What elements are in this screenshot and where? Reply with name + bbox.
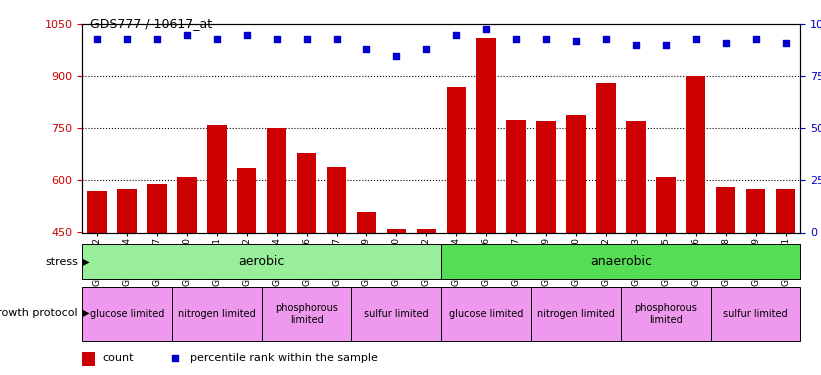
Bar xyxy=(476,38,496,375)
Point xyxy=(360,46,373,53)
Text: sulfur limited: sulfur limited xyxy=(723,309,788,319)
Bar xyxy=(82,352,95,366)
Bar xyxy=(237,168,256,375)
Bar xyxy=(716,188,736,375)
Bar xyxy=(87,191,107,375)
Text: percentile rank within the sample: percentile rank within the sample xyxy=(190,353,378,363)
Bar xyxy=(442,244,800,279)
Text: phosphorous
limited: phosphorous limited xyxy=(275,303,338,325)
Point xyxy=(121,36,134,42)
Bar xyxy=(177,177,196,375)
Point xyxy=(749,36,762,42)
Bar xyxy=(776,189,796,375)
Point xyxy=(150,36,163,42)
Bar xyxy=(357,211,376,375)
Point xyxy=(420,46,433,53)
Bar xyxy=(207,125,227,375)
Point xyxy=(300,36,313,42)
Bar xyxy=(117,189,137,375)
Bar xyxy=(745,189,765,375)
Bar xyxy=(387,229,406,375)
Text: anaerobic: anaerobic xyxy=(589,255,652,268)
Point xyxy=(270,36,283,42)
Point xyxy=(779,40,792,46)
Text: stress: stress xyxy=(45,257,78,267)
Bar xyxy=(297,153,316,375)
Point xyxy=(629,42,642,48)
Point xyxy=(539,36,553,42)
Bar xyxy=(621,287,711,341)
Text: sulfur limited: sulfur limited xyxy=(364,309,429,319)
Text: GDS777 / 10617_at: GDS777 / 10617_at xyxy=(90,17,213,30)
Point xyxy=(330,36,343,42)
Bar xyxy=(442,287,531,341)
Point xyxy=(241,32,254,38)
Point xyxy=(181,32,194,38)
Text: ▶: ▶ xyxy=(79,257,89,267)
Text: count: count xyxy=(103,353,134,363)
Point xyxy=(169,355,182,361)
Point xyxy=(90,36,103,42)
Text: phosphorous
limited: phosphorous limited xyxy=(635,303,697,325)
Text: glucose limited: glucose limited xyxy=(449,309,523,319)
Bar xyxy=(327,166,346,375)
Bar xyxy=(536,122,556,375)
Bar xyxy=(507,120,525,375)
Bar xyxy=(566,114,585,375)
Bar xyxy=(82,287,172,341)
Bar xyxy=(147,184,167,375)
Point xyxy=(479,26,493,32)
Point xyxy=(599,36,612,42)
Point xyxy=(390,53,403,58)
Bar xyxy=(262,287,351,341)
Point xyxy=(510,36,523,42)
Text: ▶: ▶ xyxy=(79,308,89,318)
Point xyxy=(659,42,672,48)
Bar xyxy=(267,128,287,375)
Point xyxy=(570,38,583,44)
Text: nitrogen limited: nitrogen limited xyxy=(537,309,615,319)
Point xyxy=(210,36,223,42)
Bar xyxy=(711,287,800,341)
Bar xyxy=(351,287,442,341)
Bar xyxy=(656,177,676,375)
Point xyxy=(450,32,463,38)
Text: nitrogen limited: nitrogen limited xyxy=(178,309,255,319)
Bar xyxy=(416,229,436,375)
Bar xyxy=(686,76,705,375)
Bar xyxy=(172,287,262,341)
Bar xyxy=(82,244,442,279)
Point xyxy=(689,36,702,42)
Point xyxy=(719,40,732,46)
Bar xyxy=(531,287,621,341)
Text: glucose limited: glucose limited xyxy=(89,309,164,319)
Bar xyxy=(626,122,645,375)
Bar xyxy=(447,87,466,375)
Text: aerobic: aerobic xyxy=(239,255,285,268)
Bar xyxy=(596,83,616,375)
Text: growth protocol: growth protocol xyxy=(0,308,78,318)
